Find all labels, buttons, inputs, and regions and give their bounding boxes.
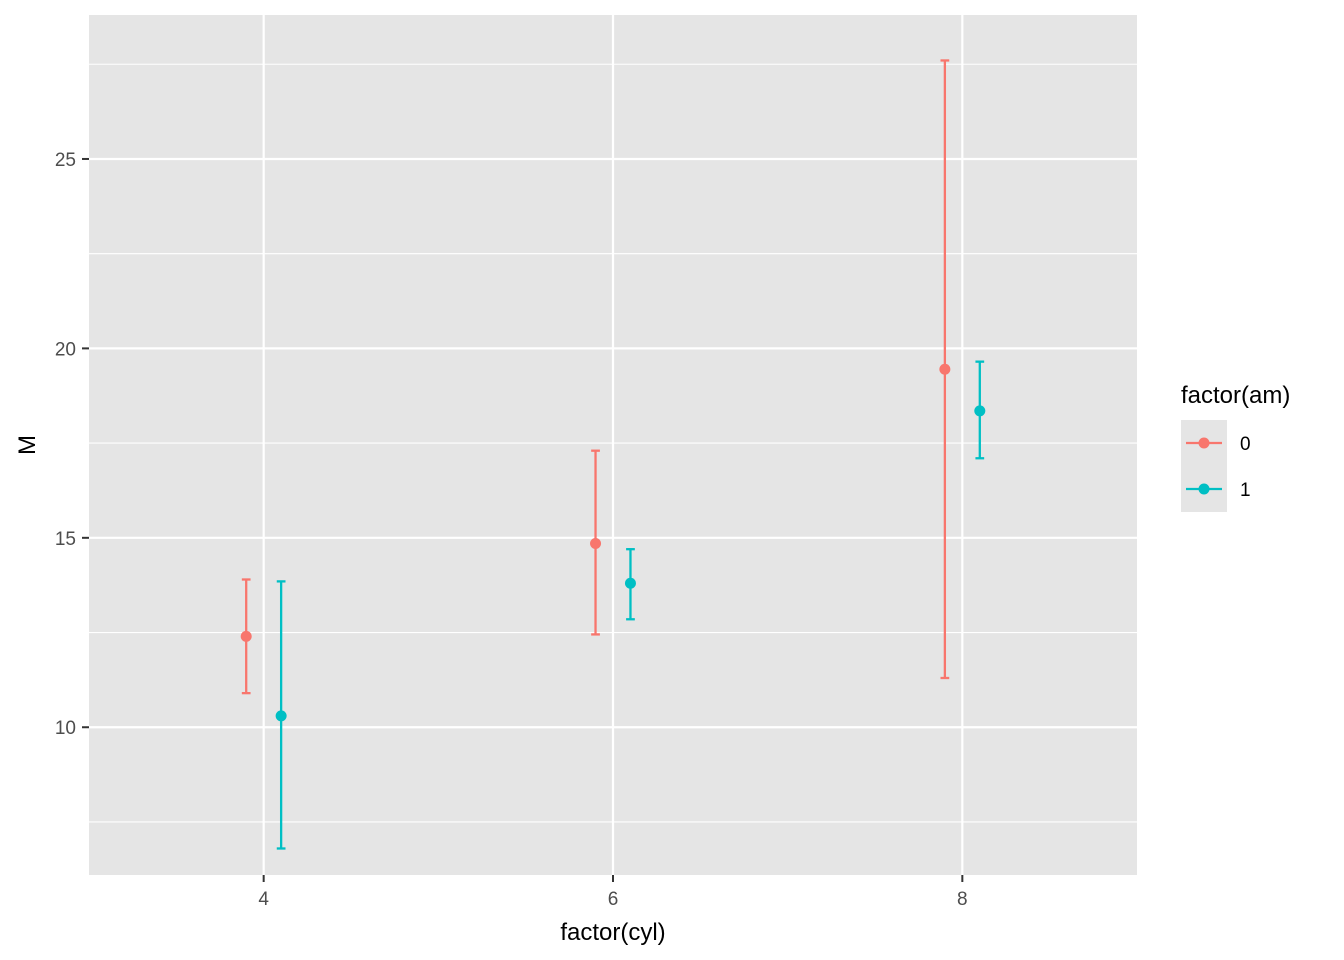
- x-tick-label: 4: [258, 889, 269, 910]
- legend-key-point-0: [1198, 437, 1210, 449]
- x-axis-title: factor(cyl): [560, 919, 665, 946]
- data-point-0: [590, 538, 602, 550]
- x-tick-label: 8: [957, 889, 968, 910]
- data-point-1: [974, 405, 986, 417]
- y-tick-label: 15: [55, 529, 76, 550]
- data-marks: [240, 59, 986, 850]
- data-point-0: [939, 363, 951, 375]
- major-gridlines: [89, 15, 1137, 875]
- x-tick-label: 6: [608, 889, 619, 910]
- legend-label-0: 0: [1240, 434, 1251, 455]
- y-axis-title: M: [14, 435, 41, 455]
- data-point-1: [624, 577, 636, 589]
- legend-key-point-1: [1198, 483, 1210, 495]
- legend: factor(am) 0 1: [1181, 382, 1290, 512]
- data-point-1: [275, 710, 287, 722]
- legend-title: factor(am): [1181, 382, 1290, 409]
- y-tick-label: 25: [55, 150, 76, 171]
- axes: 10 15 20 25 4 6 8: [55, 150, 968, 910]
- y-tick-label: 10: [55, 718, 76, 739]
- legend-label-1: 1: [1240, 480, 1251, 501]
- data-point-0: [240, 630, 252, 642]
- y-tick-label: 20: [55, 339, 76, 360]
